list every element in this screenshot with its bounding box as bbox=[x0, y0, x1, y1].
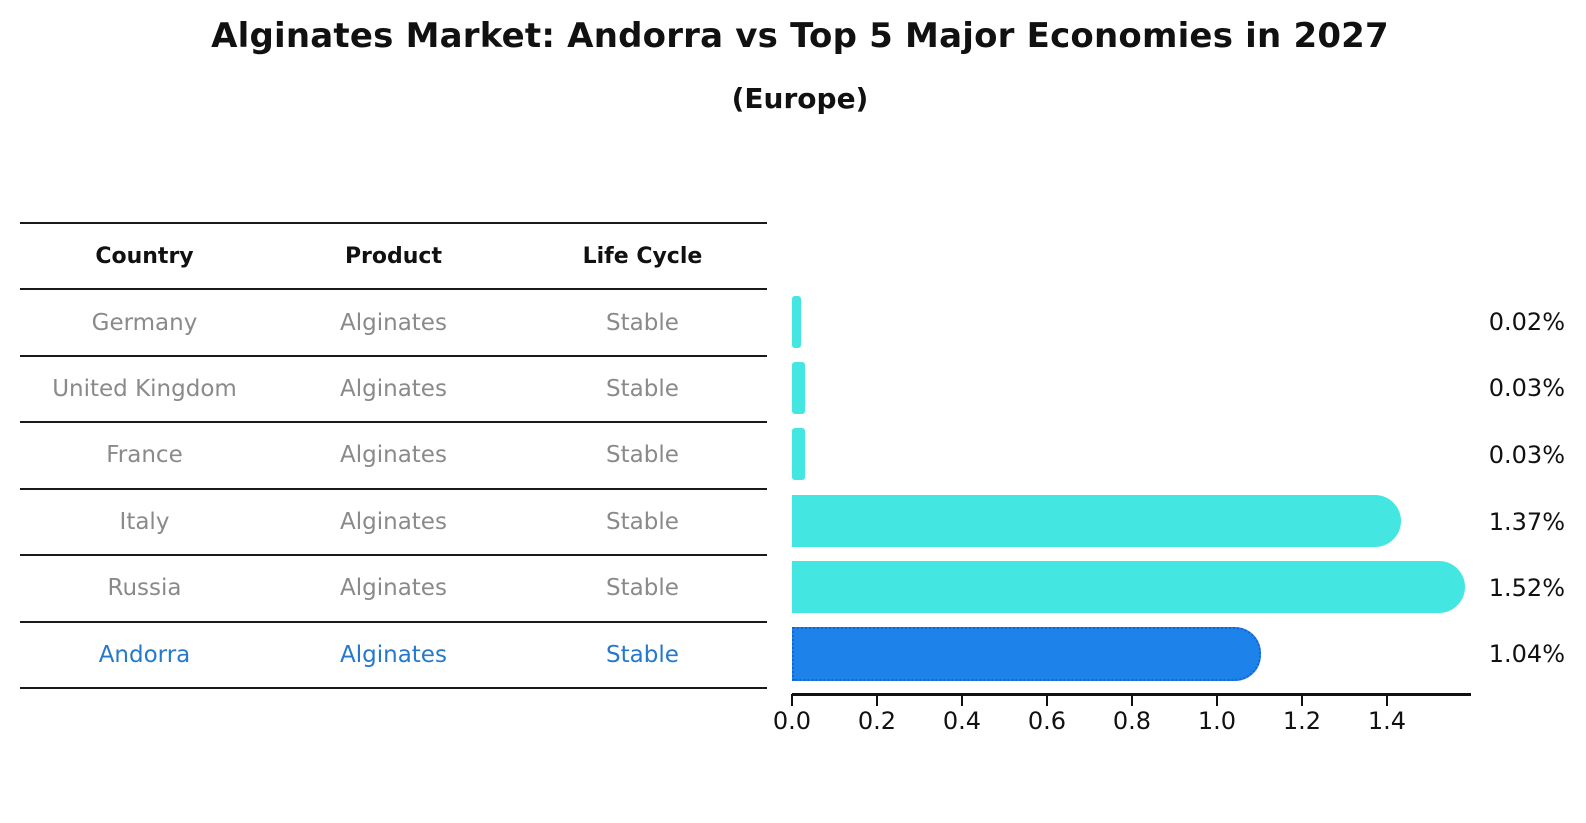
cell-life-cycle: Stable bbox=[606, 575, 679, 602]
x-axis-tick bbox=[1216, 694, 1218, 706]
x-axis-tick bbox=[1301, 694, 1303, 706]
value-label-russia: 1.52% bbox=[1488, 574, 1565, 602]
table-row-andorra: Andorra Alginates Stable bbox=[20, 620, 767, 687]
x-axis-tick bbox=[791, 694, 793, 706]
x-axis-tick bbox=[1046, 694, 1048, 706]
header-cell-life-cycle: Life Cycle bbox=[582, 243, 703, 269]
x-axis-tick-label: 0.4 bbox=[942, 707, 982, 735]
value-label-united-kingdom: 0.03% bbox=[1488, 374, 1565, 402]
value-label-andorra: 1.04% bbox=[1488, 640, 1565, 668]
bar-andorra bbox=[792, 627, 1261, 681]
comparison-table: Country Product Life Cycle Germany Algin… bbox=[20, 222, 767, 689]
cell-country: Germany bbox=[91, 309, 198, 336]
x-axis-tick-label: 1.4 bbox=[1367, 707, 1407, 735]
cell-country: France bbox=[106, 442, 183, 469]
cell-country: Andorra bbox=[98, 641, 191, 668]
cell-life-cycle: Stable bbox=[606, 442, 679, 469]
bar-france bbox=[792, 428, 805, 480]
x-axis-tick-label: 0.6 bbox=[1027, 707, 1067, 735]
x-axis-tick bbox=[1386, 694, 1388, 706]
x-axis-tick-label: 1.2 bbox=[1282, 707, 1322, 735]
table-row-russia: Russia Alginates Stable bbox=[20, 554, 767, 620]
x-axis-tick-label: 0.2 bbox=[857, 707, 897, 735]
cell-life-cycle: Stable bbox=[606, 376, 679, 403]
chart-title: Alginates Market: Andorra vs Top 5 Major… bbox=[211, 16, 1389, 56]
bar-united-kingdom bbox=[792, 362, 805, 414]
x-axis-tick-label: 0.0 bbox=[772, 707, 812, 735]
value-label-germany: 0.02% bbox=[1488, 308, 1565, 336]
table-row-france: France Alginates Stable bbox=[20, 421, 767, 487]
header-cell-product: Product bbox=[344, 243, 442, 269]
table-row-germany: Germany Alginates Stable bbox=[20, 288, 767, 354]
cell-country: United Kingdom bbox=[52, 376, 237, 403]
x-axis-tick-label: 1.0 bbox=[1197, 707, 1237, 735]
chart-subtitle: (Europe) bbox=[731, 82, 869, 115]
cell-life-cycle: Stable bbox=[606, 309, 679, 336]
value-label-france: 0.03% bbox=[1488, 441, 1565, 469]
bar-italy bbox=[792, 495, 1402, 547]
bar-russia bbox=[792, 561, 1465, 613]
cell-life-cycle: Stable bbox=[606, 641, 679, 668]
cell-country: Italy bbox=[119, 508, 170, 535]
cell-product: Alginates bbox=[340, 442, 447, 469]
cell-product: Alginates bbox=[340, 641, 447, 668]
header-cell-country: Country bbox=[95, 243, 194, 269]
bar-germany bbox=[792, 296, 801, 348]
table-header-row: Country Product Life Cycle bbox=[20, 222, 767, 288]
table-row-united-kingdom: United Kingdom Alginates Stable bbox=[20, 354, 767, 421]
cell-product: Alginates bbox=[340, 309, 447, 336]
cell-product: Alginates bbox=[340, 376, 447, 403]
cell-product: Alginates bbox=[340, 575, 447, 602]
x-axis-tick-label: 0.8 bbox=[1112, 707, 1152, 735]
x-axis-tick bbox=[876, 694, 878, 706]
cell-life-cycle: Stable bbox=[606, 508, 679, 535]
x-axis-tick bbox=[1131, 694, 1133, 706]
cell-country: Russia bbox=[107, 575, 182, 602]
table-row-italy: Italy Alginates Stable bbox=[20, 487, 767, 554]
value-label-italy: 1.37% bbox=[1488, 508, 1565, 536]
cell-product: Alginates bbox=[340, 508, 447, 535]
x-axis-tick bbox=[961, 694, 963, 706]
